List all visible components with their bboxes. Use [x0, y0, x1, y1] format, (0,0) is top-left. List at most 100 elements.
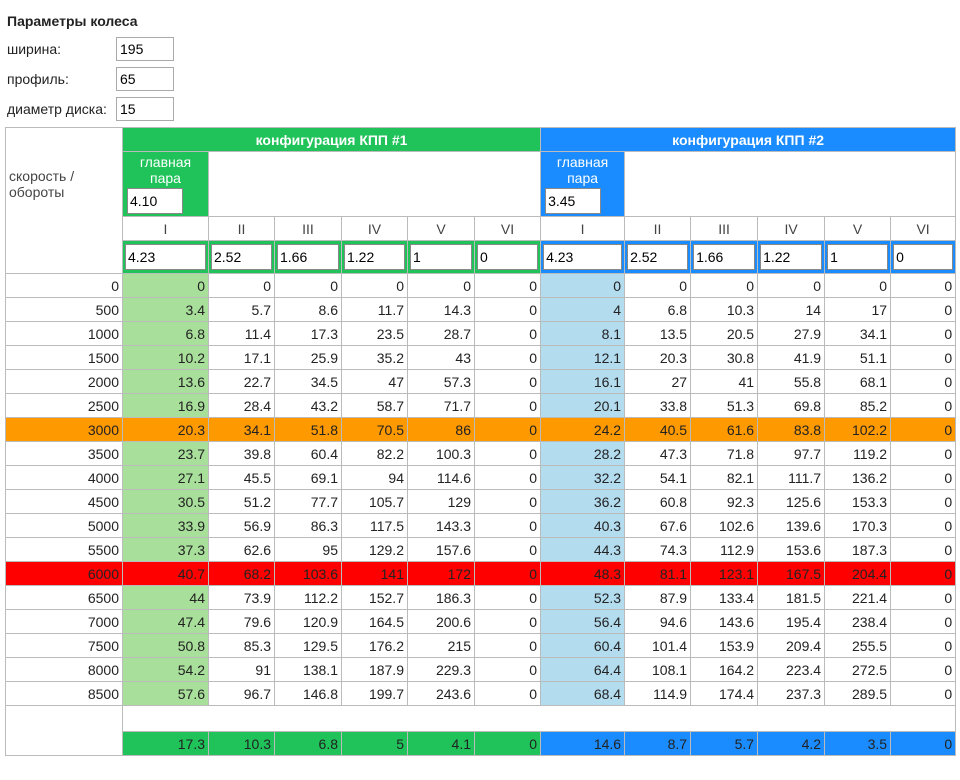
speed-cell: 0 — [890, 561, 957, 586]
speed-cell: 125.6 — [757, 489, 826, 514]
speed-cell: 112.2 — [274, 585, 342, 610]
speed-cell: 68.2 — [208, 561, 275, 586]
ratio-input[interactable] — [125, 244, 206, 270]
speed-cell: 37.3 — [122, 537, 209, 562]
gear-label: V — [407, 216, 475, 241]
speed-cell: 58.7 — [341, 393, 408, 418]
param: диаметр диска: — [7, 97, 174, 121]
speed-cell: 40.3 — [540, 513, 626, 538]
ratio-input[interactable] — [693, 244, 756, 270]
speed-cell: 123.1 — [690, 561, 759, 586]
speed-cell: 44.3 — [540, 537, 626, 562]
speed-cell: 10.3 — [690, 297, 759, 322]
speed-cell: 97.7 — [757, 441, 826, 466]
blank-cell — [121, 705, 957, 732]
speed-cell: 0 — [890, 633, 957, 658]
ratio-input[interactable] — [477, 244, 539, 270]
speed-cell: 16.9 — [122, 393, 209, 418]
main-pair-input[interactable] — [127, 188, 183, 214]
total-cell: 8.7 — [624, 731, 692, 756]
speed-cell: 0 — [473, 273, 542, 298]
main-pair-input[interactable] — [545, 188, 602, 214]
speed-cell: 30.8 — [690, 345, 759, 370]
speed-cell: 167.5 — [757, 561, 826, 586]
speed-cell: 209.4 — [757, 633, 826, 658]
speed-cell: 25.9 — [274, 345, 342, 370]
speed-cell: 52.3 — [540, 585, 626, 610]
speed-cell: 27.9 — [757, 321, 826, 346]
param-input[interactable] — [116, 37, 174, 61]
speed-cell: 0 — [890, 345, 957, 370]
title: Параметры колеса — [7, 13, 138, 29]
total-cell: 5 — [341, 731, 408, 756]
param-input[interactable] — [116, 97, 174, 121]
rpm-cell: 6500 — [5, 585, 123, 610]
speed-cell: 50.8 — [122, 633, 209, 658]
speed-cell: 0 — [208, 273, 275, 298]
speed-cell: 112.9 — [690, 537, 759, 562]
gear-label: III — [274, 216, 342, 241]
data-row: 6000 40.7 68.2 103.6 141 172 0 48.3 81.1 123.1 167… — [5, 561, 957, 586]
ratio-input[interactable] — [543, 244, 623, 270]
speed-cell: 114.9 — [624, 681, 692, 706]
speed-cell: 34.1 — [208, 417, 275, 442]
speed-cell: 94 — [341, 465, 408, 490]
speed-cell: 14 — [757, 297, 826, 322]
ratio-input[interactable] — [211, 244, 272, 270]
rpm-cell: 2000 — [5, 369, 123, 394]
rpm-cell: 1000 — [5, 321, 123, 346]
ratio-input[interactable] — [627, 244, 689, 270]
rpm-cell: 3000 — [5, 417, 123, 442]
totals-row: 17.3 10.3 6.8 5 4.1 0 14.6 8.7 5.7 4.2 3.5 0 — [6, 731, 957, 756]
gear-label: V — [824, 216, 892, 241]
ratio-input[interactable] — [410, 244, 472, 270]
speed-cell: 0 — [473, 321, 542, 346]
speed-cell: 139.6 — [757, 513, 826, 538]
speed-cell: 153.3 — [824, 489, 892, 514]
speed-cell: 68.1 — [824, 369, 892, 394]
total-cell: 0 — [473, 731, 542, 756]
gear-label: II — [208, 216, 275, 241]
data-row: 4000 27.1 45.5 69.1 94 114.6 0 32.2 54.1 82.1 111.… — [5, 465, 957, 490]
speed-cell: 103.6 — [274, 561, 342, 586]
total-cell: 0 — [890, 731, 957, 756]
speed-cell: 55.8 — [757, 369, 826, 394]
speed-cell: 141 — [341, 561, 408, 586]
speed-cell: 28.7 — [407, 321, 475, 346]
data-row: 4500 30.5 51.2 77.7 105.7 129 0 36.2 60.8 92.3 125… — [5, 489, 957, 514]
gear-label: IV — [341, 216, 408, 241]
ratio-input[interactable] — [893, 244, 954, 270]
speed-cell: 60.4 — [274, 441, 342, 466]
speed-cell: 0 — [473, 657, 542, 682]
gear-row: I II III IV V VI I II III IV V VI — [6, 216, 957, 241]
speed-cell: 0 — [890, 513, 957, 538]
ratio-cell — [824, 240, 892, 274]
ratio-input[interactable] — [827, 244, 889, 270]
data-row: 8500 57.6 96.7 146.8 199.7 243.6 0 68.4 114.9 174… — [5, 681, 957, 706]
speed-cell: 68.4 — [540, 681, 626, 706]
speed-cell: 0 — [890, 297, 957, 322]
param-input[interactable] — [116, 67, 174, 91]
speed-cell: 8.6 — [274, 297, 342, 322]
speed-cell: 83.8 — [757, 417, 826, 442]
speed-cell: 129.5 — [274, 633, 342, 658]
rpm-cell: 4500 — [5, 489, 123, 514]
ratio-input[interactable] — [344, 244, 405, 270]
gear-label: II — [624, 216, 692, 241]
data-row: 500 3.4 5.7 8.6 11.7 14.3 0 4 6.8 10.3 14 17 0 — [5, 297, 957, 322]
ratio-input[interactable] — [760, 244, 823, 270]
ratio-input[interactable] — [277, 244, 339, 270]
speed-cell: 143.3 — [407, 513, 475, 538]
speed-cell: 0 — [473, 345, 542, 370]
ratio-cell — [341, 240, 408, 274]
speed-cell: 0 — [690, 273, 759, 298]
speed-cell: 23.5 — [341, 321, 408, 346]
speed-cell: 0 — [890, 369, 957, 394]
speed-cell: 12.1 — [540, 345, 626, 370]
speed-cell: 0 — [890, 273, 957, 298]
speed-cell: 71.7 — [407, 393, 475, 418]
ratio-cell — [890, 240, 957, 274]
speed-cell: 71.8 — [690, 441, 759, 466]
speed-cell: 23.7 — [122, 441, 209, 466]
